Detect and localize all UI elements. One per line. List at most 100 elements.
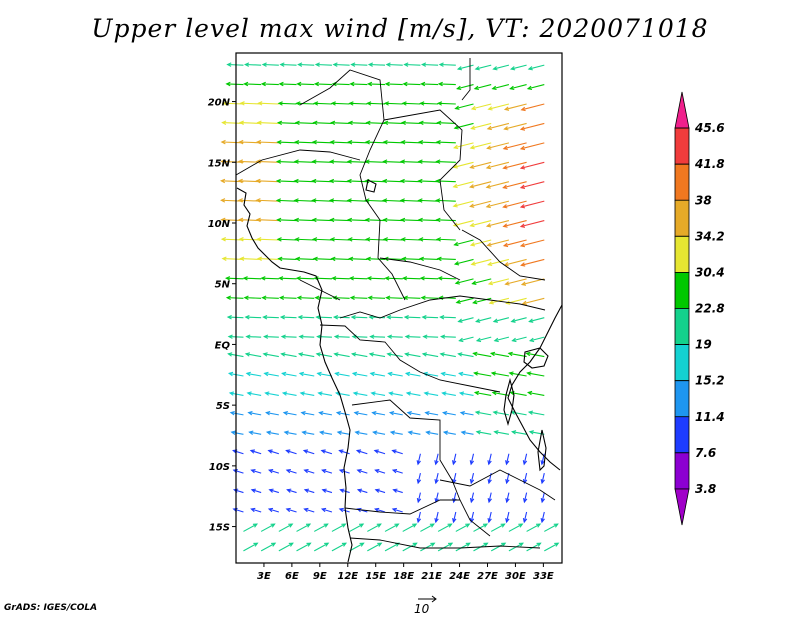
colorbar-label: 41.8 [694,157,725,171]
wind-vector [469,473,475,485]
wind-vector [511,336,527,343]
wind-vector [276,120,297,126]
wind-vector [297,352,315,358]
lake-malawi [537,429,547,472]
wind-vector [281,391,297,396]
wind-vector [507,351,527,358]
wind-vector [297,314,315,320]
wind-vector [249,449,262,455]
wind-vector [311,159,332,164]
wind-vector [422,334,439,339]
wind-vector [260,523,276,532]
wind-vector [469,239,492,247]
map-frame [235,52,563,564]
wind-vector [473,390,492,396]
wind-vector [457,317,474,323]
wind-vector [456,84,474,91]
wind-vector [487,492,492,504]
wind-vector [276,237,297,242]
wind-vector [383,101,403,106]
wind-vector [540,492,546,504]
wind-vector [280,352,297,358]
wind-vector [400,120,421,126]
wind-vector [318,410,333,416]
wind-vector [439,334,456,339]
wind-vector [486,122,510,131]
wind-vector [475,430,492,435]
wind-vector [278,542,294,552]
wind-vector [469,220,492,228]
wind-vector [519,161,545,170]
wind-vector [277,101,297,106]
wind-vector [505,453,510,466]
wind-vector [331,276,350,281]
wind-vector [277,256,297,262]
wind-vector [434,453,439,466]
wind-vector [311,140,332,145]
wind-vector [519,181,545,189]
wind-vector [265,410,279,416]
wind-vector [485,161,510,170]
wind-vector [255,139,279,145]
wind-vector [276,217,297,223]
wind-vector [242,276,262,281]
wind-vector [403,314,421,320]
wind-vector [401,256,421,262]
wind-vector [296,542,312,552]
wind-vector [303,469,315,474]
wind-vector [243,81,262,87]
wind-vector [485,200,510,209]
wind-vector [302,449,315,455]
wind-vector [510,430,527,435]
wind-vector [453,258,474,266]
colorbar-swatch [674,416,690,454]
wind-vector [316,334,332,339]
wind-vector [221,256,244,261]
wind-vector [348,276,368,281]
wind-vector [276,140,297,145]
colorbar-swatch [674,199,690,237]
colorbar-label: 38 [695,193,712,207]
wind-vector [300,410,315,416]
wind-vector [347,237,368,242]
wind-vector [458,336,474,343]
wind-vector [294,140,315,145]
wind-vector [385,62,403,67]
wind-vector [416,453,421,466]
wind-vector [364,159,386,164]
wind-vector [256,237,279,242]
wind-vector [382,140,403,145]
lake-victoria [523,347,549,369]
wind-vector [436,120,456,126]
wind-vector [442,430,456,435]
wind-vector [436,101,456,106]
wind-vector [256,120,279,125]
wind-vector [437,542,454,552]
wind-vector [232,469,244,474]
west-coastline [236,187,353,563]
wind-vector [488,297,510,305]
lat-tick-label: 15N [208,158,231,169]
wind-vector [453,239,474,247]
colorbar-swatch [674,380,690,418]
wind-vector [303,488,315,494]
wind-vector [389,430,403,435]
wind-vector [437,81,456,87]
wind-vector [486,239,510,247]
wind-vector [250,507,262,513]
wind-vector [475,317,492,323]
wind-vector [243,295,262,300]
wind-vector [255,198,279,203]
wind-vector [332,62,350,67]
wind-vector [316,371,333,377]
wind-vector [313,523,329,532]
wind-vector [299,391,315,396]
wind-vector [435,178,456,184]
wind-vector [421,314,439,320]
lake-tanganyika [503,377,515,427]
wind-vector [470,122,492,130]
wind-vector [386,334,403,339]
wind-vector [420,523,435,532]
wind-vector [315,314,332,320]
colorbar-label: 19 [695,338,712,352]
